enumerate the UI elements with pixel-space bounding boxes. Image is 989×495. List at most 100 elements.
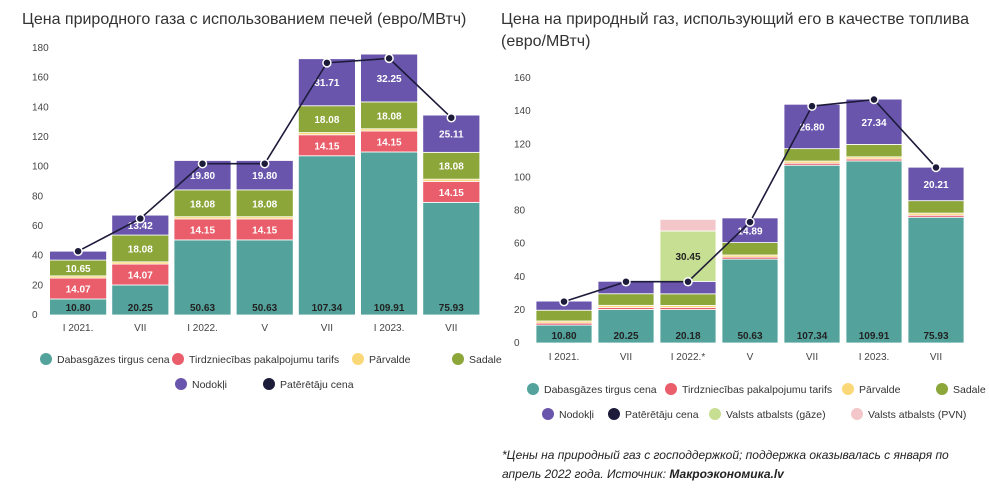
- line-point: [869, 94, 879, 105]
- bar-segment: [360, 151, 419, 316]
- data-label: 14.15: [190, 225, 215, 236]
- data-label: 20.25: [128, 303, 153, 314]
- chart-left: 0 20 40 60 80 100 120 140 160 180 10.80 14.07 10.65 I…: [32, 43, 502, 391]
- legend-swatch: [263, 378, 275, 390]
- chart-title-left: Цена природного газа с использованием пе…: [22, 11, 467, 28]
- legend-label: Valsts atbalsts (gāze): [726, 409, 826, 421]
- bar-segment: [907, 200, 965, 214]
- data-label: 18.08: [252, 199, 277, 210]
- line-point: [197, 158, 208, 169]
- y-tick-label: 0: [514, 338, 520, 349]
- x-tick-label: I 2021.: [549, 352, 580, 363]
- data-label: 19.80: [190, 171, 215, 182]
- x-tick-label: VII: [321, 323, 333, 334]
- legend-label: Tirdzniecības pakalpojumu tarifs: [189, 354, 339, 366]
- data-label: 18.08: [128, 244, 153, 255]
- legend-swatch: [665, 383, 677, 395]
- data-label: 14.07: [128, 271, 153, 282]
- y-tick-label: 60: [514, 239, 526, 250]
- bar-segment: [422, 201, 481, 316]
- y-tick-label: 20: [514, 305, 526, 316]
- bar-segment: [783, 164, 841, 344]
- data-label: 26.80: [799, 122, 824, 133]
- y-tick-label: 180: [32, 43, 49, 54]
- y-tick-label: 60: [32, 221, 44, 232]
- data-label: 18.08: [314, 115, 339, 126]
- data-label: 19.80: [252, 171, 277, 182]
- line-point: [259, 158, 270, 169]
- x-tick-label: VII: [806, 352, 818, 363]
- data-label: 14.07: [66, 285, 91, 296]
- legend-label: Pārvalde: [369, 354, 411, 366]
- legend-swatch: [842, 383, 854, 395]
- line-point: [559, 296, 569, 307]
- data-label: 50.63: [737, 331, 762, 342]
- legend-swatch: [175, 378, 187, 390]
- bar-segment: [235, 189, 294, 218]
- line-point: [446, 112, 457, 123]
- x-tick-label: V: [261, 323, 268, 334]
- legend-swatch: [608, 408, 620, 420]
- bar-segment: [535, 309, 593, 322]
- x-tick-label: I 2023.: [374, 323, 405, 334]
- y-tick-label: 160: [514, 73, 531, 84]
- data-label: 20.25: [613, 331, 638, 342]
- data-label: 18.08: [439, 162, 464, 173]
- line-point: [384, 53, 394, 64]
- legend-swatch: [452, 353, 464, 365]
- data-label: 14.15: [252, 225, 277, 236]
- legend-label: Nodokļi: [559, 409, 594, 421]
- bar-segment: [597, 293, 655, 306]
- data-label: 109.91: [859, 331, 890, 342]
- line-point: [322, 58, 332, 68]
- x-tick-label: I 2022.*: [671, 352, 706, 363]
- legend-label: Patērētāju cena: [625, 409, 699, 421]
- data-label: 14.15: [314, 141, 339, 152]
- x-tick-label: I 2022.: [187, 323, 218, 334]
- footnote-text: *Цены на природный газ с господдержкой; …: [502, 448, 949, 481]
- bar-segment: [783, 148, 841, 162]
- x-tick-label: I 2021.: [63, 323, 94, 334]
- x-tick-label: VII: [445, 323, 457, 334]
- bar-segment: [597, 309, 655, 344]
- legend-label: Dabasgāzes tirgus cena: [544, 384, 657, 396]
- line-point: [73, 246, 83, 256]
- legend-label: Pārvalde: [859, 384, 901, 396]
- data-label: 50.63: [252, 303, 277, 314]
- data-label: 75.93: [439, 303, 464, 314]
- x-tick-label: V: [747, 352, 754, 363]
- data-label: 25.11: [439, 130, 464, 141]
- legend-swatch: [851, 408, 863, 420]
- data-label: 13.42: [128, 221, 153, 232]
- data-label: 50.63: [190, 303, 215, 314]
- data-label: 31.71: [314, 78, 339, 89]
- data-label: 14.15: [377, 137, 402, 148]
- line-point: [807, 101, 817, 111]
- data-label: 32.25: [377, 74, 402, 85]
- bar-segment: [907, 166, 965, 202]
- y-tick-label: 40: [514, 272, 526, 283]
- x-tick-label: VII: [134, 323, 146, 334]
- data-label: 75.93: [923, 331, 948, 342]
- data-label: 27.34: [861, 118, 886, 129]
- bar-segment: [845, 143, 903, 158]
- y-tick-label: 100: [514, 172, 531, 183]
- y-tick-label: 140: [514, 106, 531, 117]
- bar-segment: [659, 293, 717, 306]
- y-tick-label: 140: [32, 102, 49, 113]
- data-label: 30.45: [675, 252, 700, 263]
- data-label: 18.08: [190, 199, 215, 210]
- bar-segment: [907, 216, 965, 344]
- data-label: 14.89: [737, 226, 762, 237]
- data-label: 10.80: [551, 331, 576, 342]
- legend-swatch: [352, 353, 364, 365]
- legend-swatch: [527, 383, 539, 395]
- y-tick-label: 120: [32, 132, 49, 143]
- bar-segment: [235, 239, 294, 316]
- bar-segment: [111, 284, 170, 316]
- x-tick-label: I 2023.: [859, 352, 890, 363]
- line-point: [745, 217, 755, 227]
- y-tick-label: 100: [32, 162, 49, 173]
- data-label: 107.34: [312, 303, 343, 314]
